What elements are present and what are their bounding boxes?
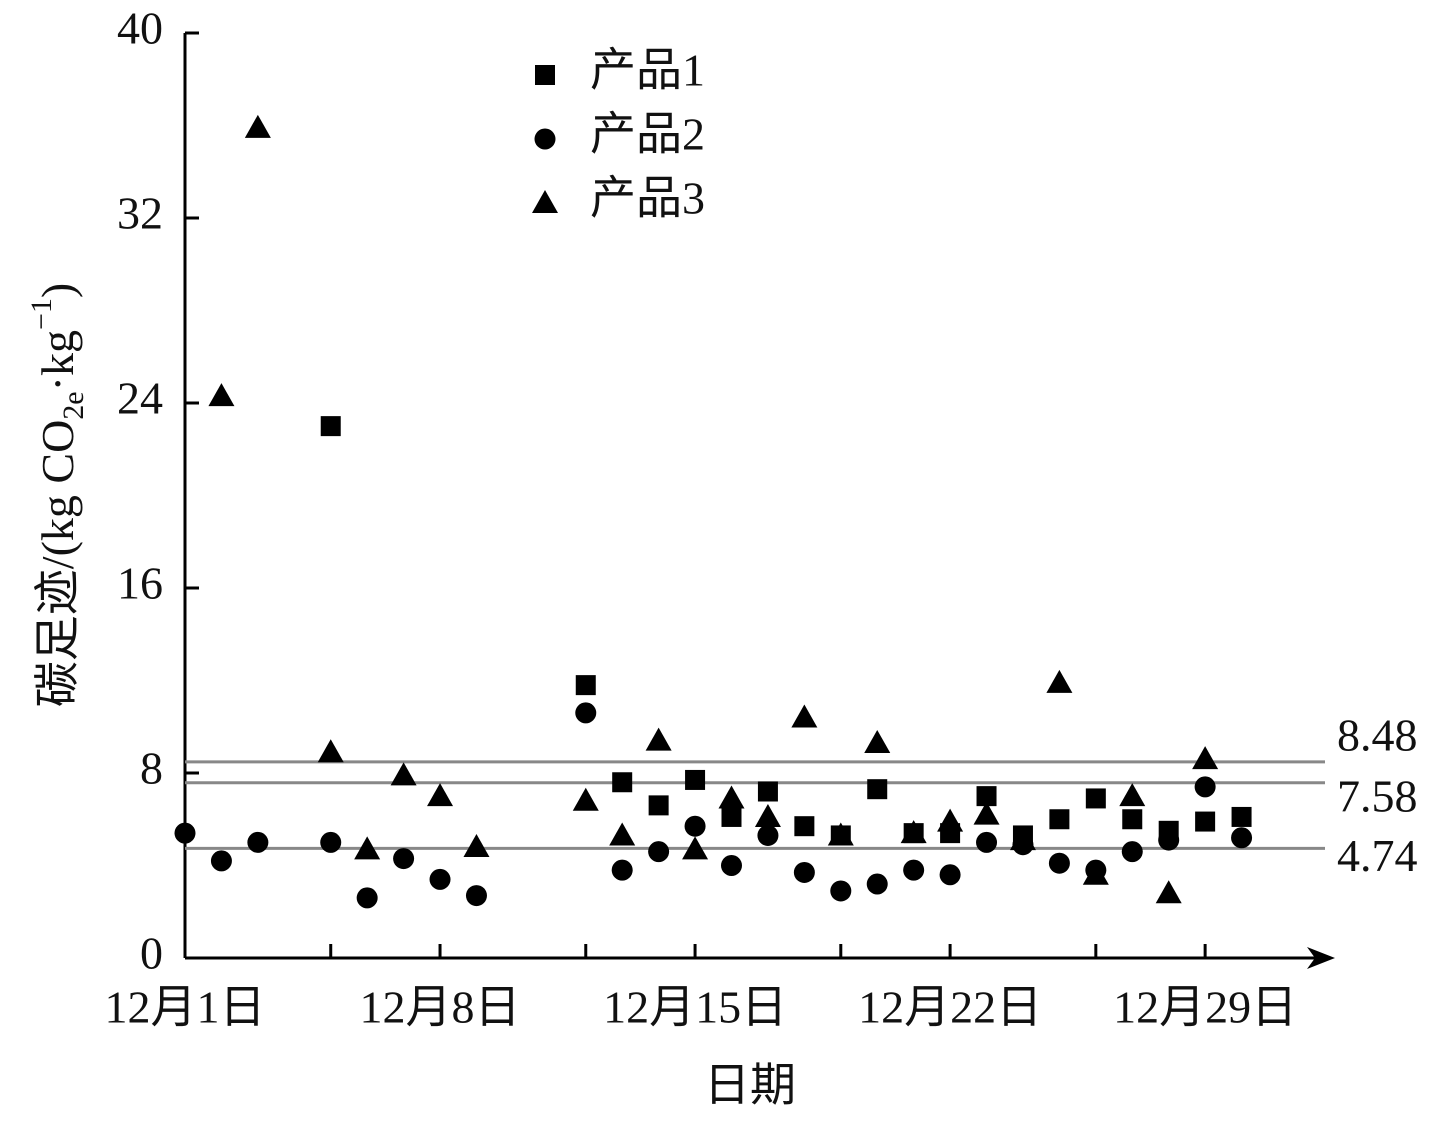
point (754, 803, 781, 827)
point (210, 850, 232, 872)
point (1009, 827, 1036, 851)
point (721, 806, 742, 827)
legend-label: 产品2 (590, 109, 705, 160)
x-axis-label: 日期 (704, 1060, 796, 1111)
x-tick-label: 12月1日 (105, 982, 266, 1033)
point (1046, 669, 1073, 693)
point (390, 762, 417, 786)
point (572, 787, 599, 811)
point (247, 831, 269, 853)
point (320, 416, 341, 437)
point (645, 727, 672, 751)
point (1085, 788, 1106, 809)
point (757, 824, 779, 846)
point (973, 801, 1000, 825)
x-tick-label: 12月8日 (360, 982, 521, 1033)
point (429, 868, 451, 890)
point (354, 836, 381, 860)
point (900, 820, 927, 844)
point (1122, 809, 1143, 830)
legend-marker (535, 65, 555, 85)
point (685, 769, 706, 790)
y-tick-label: 40 (117, 3, 163, 54)
point (1082, 861, 1109, 885)
point (1194, 776, 1216, 798)
y-tick-label: 0 (140, 928, 163, 979)
point (1231, 806, 1252, 827)
point (976, 786, 997, 807)
point (1119, 783, 1146, 807)
point (682, 836, 709, 860)
point (648, 795, 669, 816)
point (830, 880, 852, 902)
point (903, 859, 925, 881)
point (718, 785, 745, 809)
point (794, 816, 815, 837)
y-label-part: ·kg (32, 330, 83, 391)
reference-label: 7.58 (1337, 770, 1418, 821)
point (937, 808, 964, 832)
y-tick-label: 24 (117, 373, 163, 424)
y-axis-label: 碳足迹/(kg CO2e·kg−1) (25, 283, 90, 707)
point (1155, 880, 1182, 904)
legend-label: 产品1 (590, 45, 705, 96)
y-label-part: ) (32, 283, 83, 298)
point (1158, 829, 1180, 851)
point (1049, 809, 1070, 830)
x-tick-label: 12月29日 (1113, 982, 1297, 1033)
point (612, 772, 633, 793)
point (684, 815, 706, 837)
y-label-sup: −1 (25, 298, 58, 330)
point (575, 675, 596, 696)
point (208, 383, 235, 407)
point (465, 885, 487, 907)
point (244, 114, 271, 138)
point (427, 783, 454, 807)
y-tick-label: 16 (117, 558, 163, 609)
point (317, 739, 344, 763)
legend-marker (534, 128, 556, 150)
point (575, 702, 597, 724)
point (791, 704, 818, 728)
reference-label: 8.48 (1337, 709, 1418, 760)
point (611, 859, 633, 881)
y-tick-label: 8 (140, 743, 163, 794)
y-label-part: 碳足迹/(kg CO (32, 420, 83, 708)
point (609, 822, 636, 846)
point (866, 873, 888, 895)
x-tick-label: 12月22日 (858, 982, 1042, 1033)
point (320, 831, 342, 853)
point (793, 861, 815, 883)
legend-marker (532, 190, 558, 213)
point (393, 848, 415, 870)
point (1121, 841, 1143, 863)
point (1231, 827, 1253, 849)
point (1048, 852, 1070, 874)
point (939, 864, 961, 886)
reference-label: 4.74 (1337, 830, 1418, 881)
point (720, 855, 742, 876)
y-tick-label: 32 (117, 188, 163, 239)
point (864, 729, 891, 753)
point (174, 822, 196, 844)
point (757, 781, 778, 802)
point (867, 779, 888, 800)
x-tick-label: 12月15日 (603, 982, 787, 1033)
point (463, 834, 490, 857)
point (976, 831, 998, 853)
x-axis-arrow (1307, 947, 1335, 969)
point (1195, 811, 1216, 832)
point (356, 887, 378, 909)
point (827, 822, 854, 846)
y-label-sub: 2e (57, 391, 90, 419)
legend-label: 产品3 (590, 173, 705, 224)
point (648, 841, 670, 863)
point (1192, 746, 1219, 770)
